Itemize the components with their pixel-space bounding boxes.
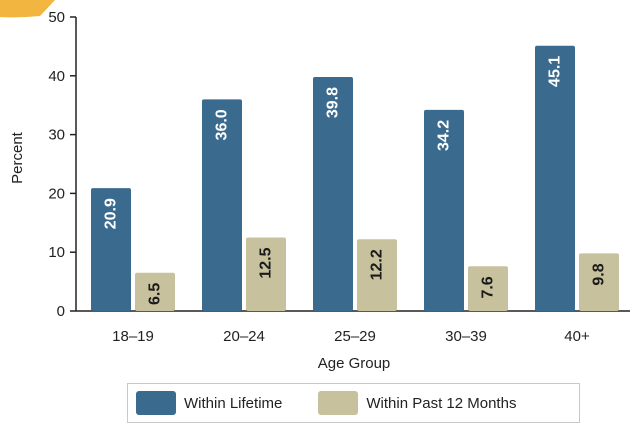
x-tick-label: 25–29 bbox=[334, 328, 376, 345]
bar-within-past-12-months bbox=[357, 239, 397, 311]
bar-within-lifetime bbox=[91, 188, 131, 311]
bar-within-lifetime bbox=[535, 45, 575, 311]
bar-within-past-12-months bbox=[468, 266, 508, 311]
data-label: 39.8 bbox=[325, 87, 342, 118]
y-tick-label: 0 bbox=[57, 303, 65, 320]
y-tick-label: 10 bbox=[48, 244, 65, 261]
bar-within-lifetime bbox=[424, 109, 464, 312]
x-tick-label: 40+ bbox=[564, 328, 590, 345]
x-tick-label: 18–19 bbox=[112, 328, 154, 345]
bars: 20.9 6.5 36.0 12.5 39.8 12.2 34.2 7.6 45.1 9.8 bbox=[91, 45, 619, 312]
bar-within-past-12-months bbox=[135, 272, 175, 311]
bar-within-past-12-months bbox=[246, 237, 286, 311]
data-label: 36.0 bbox=[214, 109, 231, 140]
y-tick-label: 40 bbox=[48, 68, 65, 85]
y-axis-title: Percent bbox=[9, 131, 26, 184]
x-axis-title: Age Group bbox=[318, 355, 391, 372]
data-label: 34.2 bbox=[436, 120, 453, 151]
bar-within-lifetime bbox=[202, 99, 242, 311]
tick-labels: 0 10 20 30 40 50 18–19 20–24 25–29 30–39 40+ bbox=[48, 9, 590, 345]
legend-swatch-past12 bbox=[318, 391, 359, 415]
data-label: 45.1 bbox=[547, 56, 564, 87]
bar-within-lifetime bbox=[313, 76, 353, 311]
y-tick-label: 20 bbox=[48, 185, 65, 202]
data-label: 12.2 bbox=[369, 249, 386, 280]
y-tick-label: 30 bbox=[48, 127, 65, 144]
data-label: 12.5 bbox=[258, 247, 275, 278]
bar-chart: 20.9 6.5 36.0 12.5 39.8 12.2 34.2 7.6 45.1 9.8 0 1… bbox=[9, 9, 630, 372]
legend-swatch-lifetime bbox=[136, 391, 176, 415]
data-label: 7.6 bbox=[480, 276, 497, 298]
data-label: 9.8 bbox=[591, 263, 608, 285]
legend-label-past12: Within Past 12 Months bbox=[366, 394, 517, 412]
legend-item-past12: Within Past 12 Months bbox=[318, 391, 516, 415]
legend: Within Lifetime Within Past 12 Months bbox=[127, 383, 580, 423]
x-tick-label: 20–24 bbox=[223, 328, 265, 345]
y-tick-label: 50 bbox=[48, 9, 65, 26]
bar-within-past-12-months bbox=[579, 253, 619, 311]
legend-label-lifetime: Within Lifetime bbox=[184, 394, 283, 412]
legend-item-lifetime: Within Lifetime bbox=[136, 391, 282, 415]
data-label: 6.5 bbox=[147, 283, 164, 305]
corner-decoration bbox=[0, 0, 55, 18]
data-label: 20.9 bbox=[103, 198, 120, 229]
x-tick-label: 30–39 bbox=[445, 328, 487, 345]
